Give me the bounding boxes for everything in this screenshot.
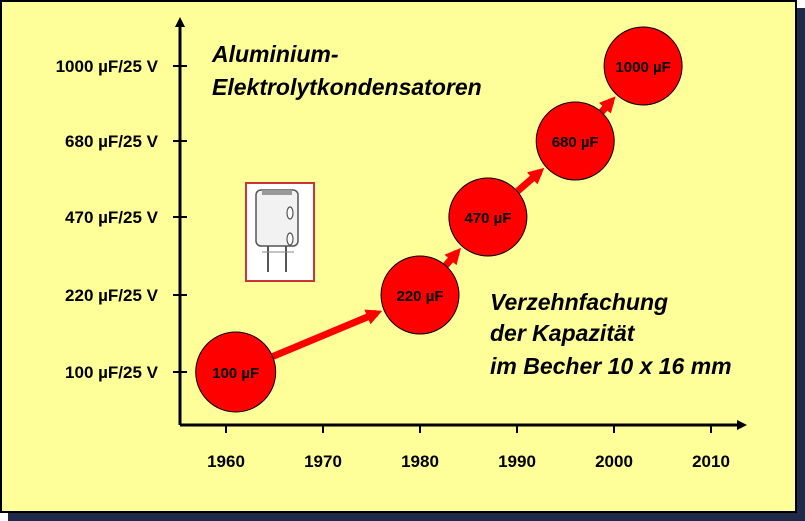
y-tick-label: 220 µF/25 V (65, 286, 159, 305)
x-tick-label: 2000 (595, 452, 633, 471)
growth-arrow (515, 167, 545, 195)
x-tick-label: 2010 (692, 452, 730, 471)
capacitor-point (535, 101, 615, 181)
growth-arrow (271, 309, 383, 360)
annotation-line-2: der Kapazität (490, 320, 636, 346)
y-ticks: 100 µF/25 V 220 µF/25 V 470 µF/25 V 680 µF/… (56, 57, 187, 382)
y-tick-label: 470 µF/25 V (65, 208, 159, 227)
y-tick-label: 680 µF/25 V (65, 132, 159, 151)
x-tick-label: 1980 (401, 452, 439, 471)
point-label: 680 µF (552, 134, 599, 151)
growth-arrow (598, 96, 616, 115)
x-ticks: 1960 1970 1980 1990 2000 2010 (207, 425, 730, 471)
capacitor-point (380, 255, 460, 335)
point-label: 1000 µF (615, 59, 670, 76)
point-label: 220 µF (397, 288, 444, 305)
capacitor-point (195, 331, 277, 413)
chart-title-line-1: Aluminium- (211, 41, 339, 67)
point-label: 470 µF (464, 210, 511, 227)
annotation-line-3: im Becher 10 x 16 mm (490, 353, 732, 379)
capacitor-point (603, 26, 683, 106)
x-tick-label: 1990 (498, 452, 536, 471)
y-tick-label: 100 µF/25 V (65, 363, 159, 382)
growth-arrow (442, 247, 461, 268)
growth-arrows (271, 96, 616, 360)
annotation-line-1: Verzehnfachung (490, 289, 668, 315)
capacitor-point (448, 177, 528, 257)
annotation: Verzehnfachung der Kapazität im Becher 1… (490, 289, 732, 379)
x-tick-label: 1970 (304, 452, 342, 471)
chart-title: Aluminium- Elektrolytkondensatoren (211, 41, 482, 100)
chart-title-line-2: Elektrolytkondensatoren (212, 74, 482, 100)
y-tick-label: 1000 µF/25 V (56, 57, 159, 76)
capacitor-points: 100 µF 220 µF 470 µF 680 µF 1000 µF (195, 26, 683, 413)
capacitor-icon (245, 182, 315, 282)
point-label: 100 µF (212, 365, 259, 382)
x-tick-label: 1960 (207, 452, 245, 471)
